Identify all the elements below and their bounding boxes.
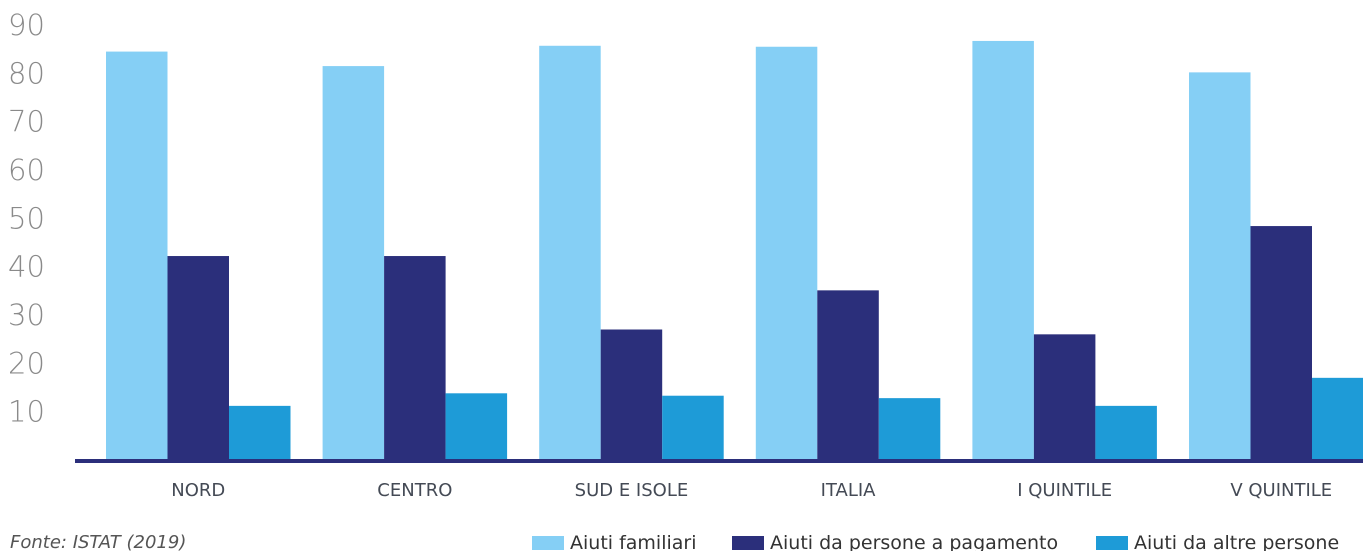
legend-swatch — [732, 536, 764, 550]
bar — [229, 405, 291, 460]
bar — [817, 290, 879, 460]
bar — [755, 46, 818, 460]
y-tick-label: 60 — [8, 153, 45, 187]
bar — [1095, 405, 1157, 460]
bar — [600, 329, 663, 460]
bar — [106, 51, 168, 460]
bar — [167, 256, 229, 460]
x-tick-label: NORD — [171, 480, 225, 501]
bars — [106, 40, 1363, 461]
bar — [1250, 226, 1312, 460]
y-axis: 10 20 30 40 50 60 70 80 90 — [8, 8, 45, 429]
bar — [539, 45, 601, 461]
x-tick-label: CENTRO — [377, 480, 452, 501]
x-tick-label: V QUINTILE — [1230, 480, 1332, 501]
bar — [322, 66, 385, 460]
bar — [1033, 334, 1096, 460]
bar — [445, 393, 508, 460]
y-tick-label: 10 — [8, 395, 45, 429]
legend-label: Aiuti da altre persone — [1134, 532, 1339, 551]
y-tick-label: 20 — [8, 346, 45, 380]
y-tick-label: 70 — [8, 105, 45, 139]
y-tick-label: 40 — [8, 250, 45, 284]
y-tick-label: 90 — [8, 8, 45, 42]
bar — [972, 40, 1034, 460]
x-tick-label: I QUINTILE — [1017, 480, 1112, 501]
x-tick-label: ITALIA — [821, 480, 877, 501]
bar — [1312, 377, 1363, 460]
bar — [1189, 72, 1251, 460]
bar — [384, 256, 446, 460]
x-axis: NORD CENTRO SUD E ISOLE ITALIA I QUINTILE V Q… — [171, 480, 1332, 501]
bar — [662, 395, 724, 460]
y-tick-label: 80 — [8, 56, 45, 90]
y-tick-label: 30 — [8, 298, 45, 332]
x-tick-label: SUD E ISOLE — [575, 480, 689, 501]
legend-label: Aiuti da persone a pagamento — [770, 532, 1058, 551]
bar — [878, 398, 941, 460]
legend-swatch — [1096, 536, 1128, 550]
source-note: Fonte: ISTAT (2019) — [10, 532, 186, 551]
legend-label: Aiuti familiari — [570, 532, 697, 551]
legend-swatch — [532, 536, 564, 550]
legend: Aiuti familiari Aiuti da persone a pagame… — [532, 532, 1339, 551]
y-tick-label: 50 — [8, 201, 45, 235]
